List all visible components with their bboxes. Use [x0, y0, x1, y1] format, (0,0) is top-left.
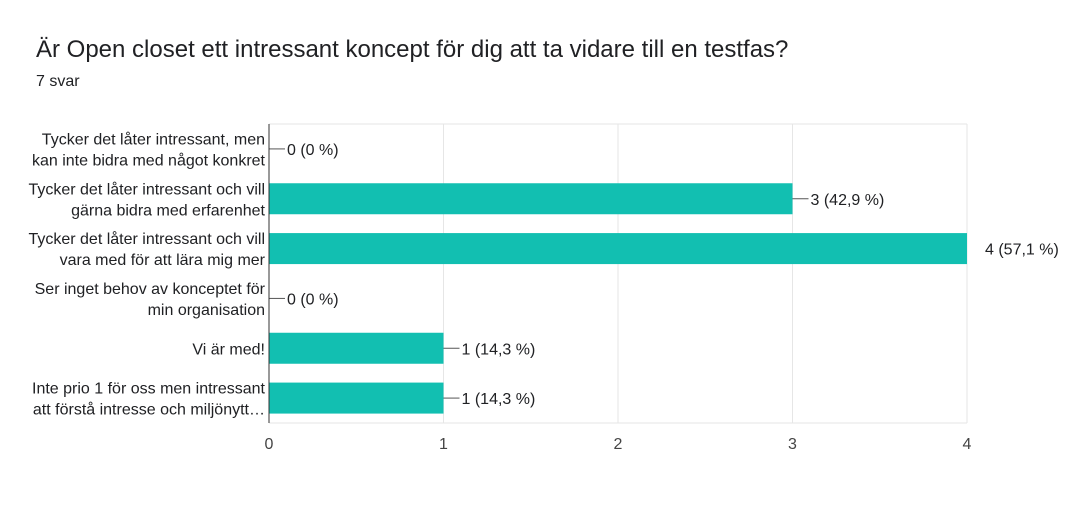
x-tick-label: 0 — [265, 436, 274, 453]
data-label: 0 (0 %) — [287, 291, 339, 308]
data-label: 1 (14,3 %) — [462, 341, 536, 358]
category-label: Tycker det låter intressant, men — [42, 130, 265, 148]
data-label: 3 (42,9 %) — [811, 192, 885, 209]
data-label: 4 (57,1 %) — [985, 242, 1059, 259]
bar — [269, 382, 444, 414]
data-label: 1 (14,3 %) — [462, 391, 536, 408]
x-tick-label: 2 — [614, 436, 623, 453]
x-tick-label: 4 — [963, 436, 972, 453]
x-tick-label: 3 — [788, 436, 797, 453]
x-tick-label: 1 — [439, 436, 448, 453]
category-label: vara med för att lära mig mer — [60, 252, 266, 269]
chart-title: Är Open closet ett intressant koncept fö… — [36, 36, 789, 63]
category-label: Tycker det låter intressant och vill — [28, 230, 265, 248]
category-label: Ser inget behov av konceptet för — [35, 281, 266, 298]
category-label: min organisation — [148, 302, 265, 319]
category-label: Inte prio 1 för oss men intressant — [32, 381, 266, 398]
response-count: 7 svar — [36, 73, 80, 90]
category-label: gärna bidra med erfarenhet — [71, 202, 265, 219]
bar — [269, 183, 793, 215]
bar — [269, 332, 444, 364]
data-label: 0 (0 %) — [287, 142, 339, 159]
category-label: kan inte bidra med något konkret — [32, 151, 266, 169]
bar — [269, 233, 967, 265]
category-label: Tycker det låter intressant och vill — [28, 180, 265, 198]
category-label: att förstå intresse och miljönytt… — [33, 401, 265, 419]
category-label: Vi är med! — [192, 341, 265, 358]
